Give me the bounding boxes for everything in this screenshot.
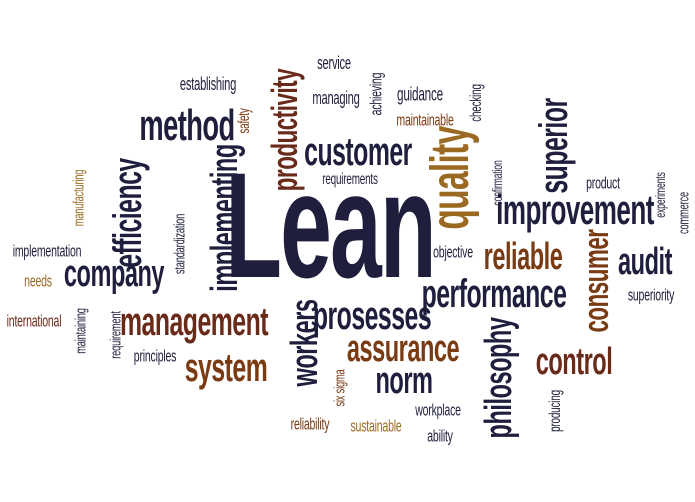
word-improvement: improvement	[496, 186, 654, 233]
word-confirmation: confirmation	[489, 160, 505, 206]
word-objective: objective	[433, 242, 473, 262]
word-sustainable: sustainable	[350, 416, 402, 436]
word-reliable: reliable	[483, 236, 563, 278]
word-customer: customer	[304, 130, 412, 174]
word-principles: principles	[133, 346, 177, 366]
word-maintaining: maintaining	[72, 308, 90, 354]
word-lean: Lean	[225, 141, 436, 309]
word-experiments: experiments	[652, 172, 668, 218]
word-requirement: requirement	[107, 311, 125, 359]
word-managing: managing	[312, 88, 360, 108]
word-prosesses: prosesses	[312, 294, 432, 338]
word-performance: performance	[421, 272, 567, 316]
word-international: international	[6, 311, 62, 331]
word-implementing: implementing	[204, 144, 246, 292]
word-guidance: guidance	[397, 84, 443, 106]
word-requirements: requirements	[322, 171, 378, 188]
word-six-sigma: six sigma	[331, 369, 349, 407]
word-establishing: establishing	[179, 74, 237, 94]
word-product: product	[586, 173, 620, 193]
word-control: control	[535, 341, 613, 383]
word-manufacturing: manufacturing	[70, 169, 88, 227]
word-safety: safety	[236, 108, 253, 134]
word-audit: audit	[618, 241, 672, 283]
word-checking: checking	[468, 84, 485, 122]
word-commerce: commerce	[675, 192, 693, 234]
word-achieving: achieving	[366, 72, 386, 116]
word-workers: workers	[284, 299, 326, 387]
word-company: company	[63, 253, 165, 295]
word-management: management	[119, 300, 269, 344]
word-quality: quality	[420, 126, 480, 230]
word-method: method	[139, 101, 235, 150]
word-service: service	[317, 53, 351, 73]
word-efficiency: efficiency	[106, 158, 150, 268]
word-consumer: consumer	[575, 229, 616, 333]
word-ability: ability	[427, 426, 453, 446]
word-superior: superior	[532, 98, 576, 194]
word-reliability: reliability	[290, 414, 330, 434]
word-maintainable: maintainable	[396, 110, 454, 130]
word-producing: producing	[547, 390, 564, 432]
word-norm: norm	[375, 360, 433, 402]
word-assurance: assurance	[346, 328, 460, 370]
word-system: system	[184, 346, 268, 390]
word-productivity: productivity	[264, 68, 305, 192]
word-standardization: standardization	[171, 213, 189, 275]
word-needs: needs	[24, 271, 52, 291]
word-philosophy: philosophy	[478, 317, 520, 439]
word-superiority: superiority	[627, 285, 675, 305]
word-implementation: implementation	[12, 241, 82, 261]
word-workplace: workplace	[415, 400, 461, 420]
